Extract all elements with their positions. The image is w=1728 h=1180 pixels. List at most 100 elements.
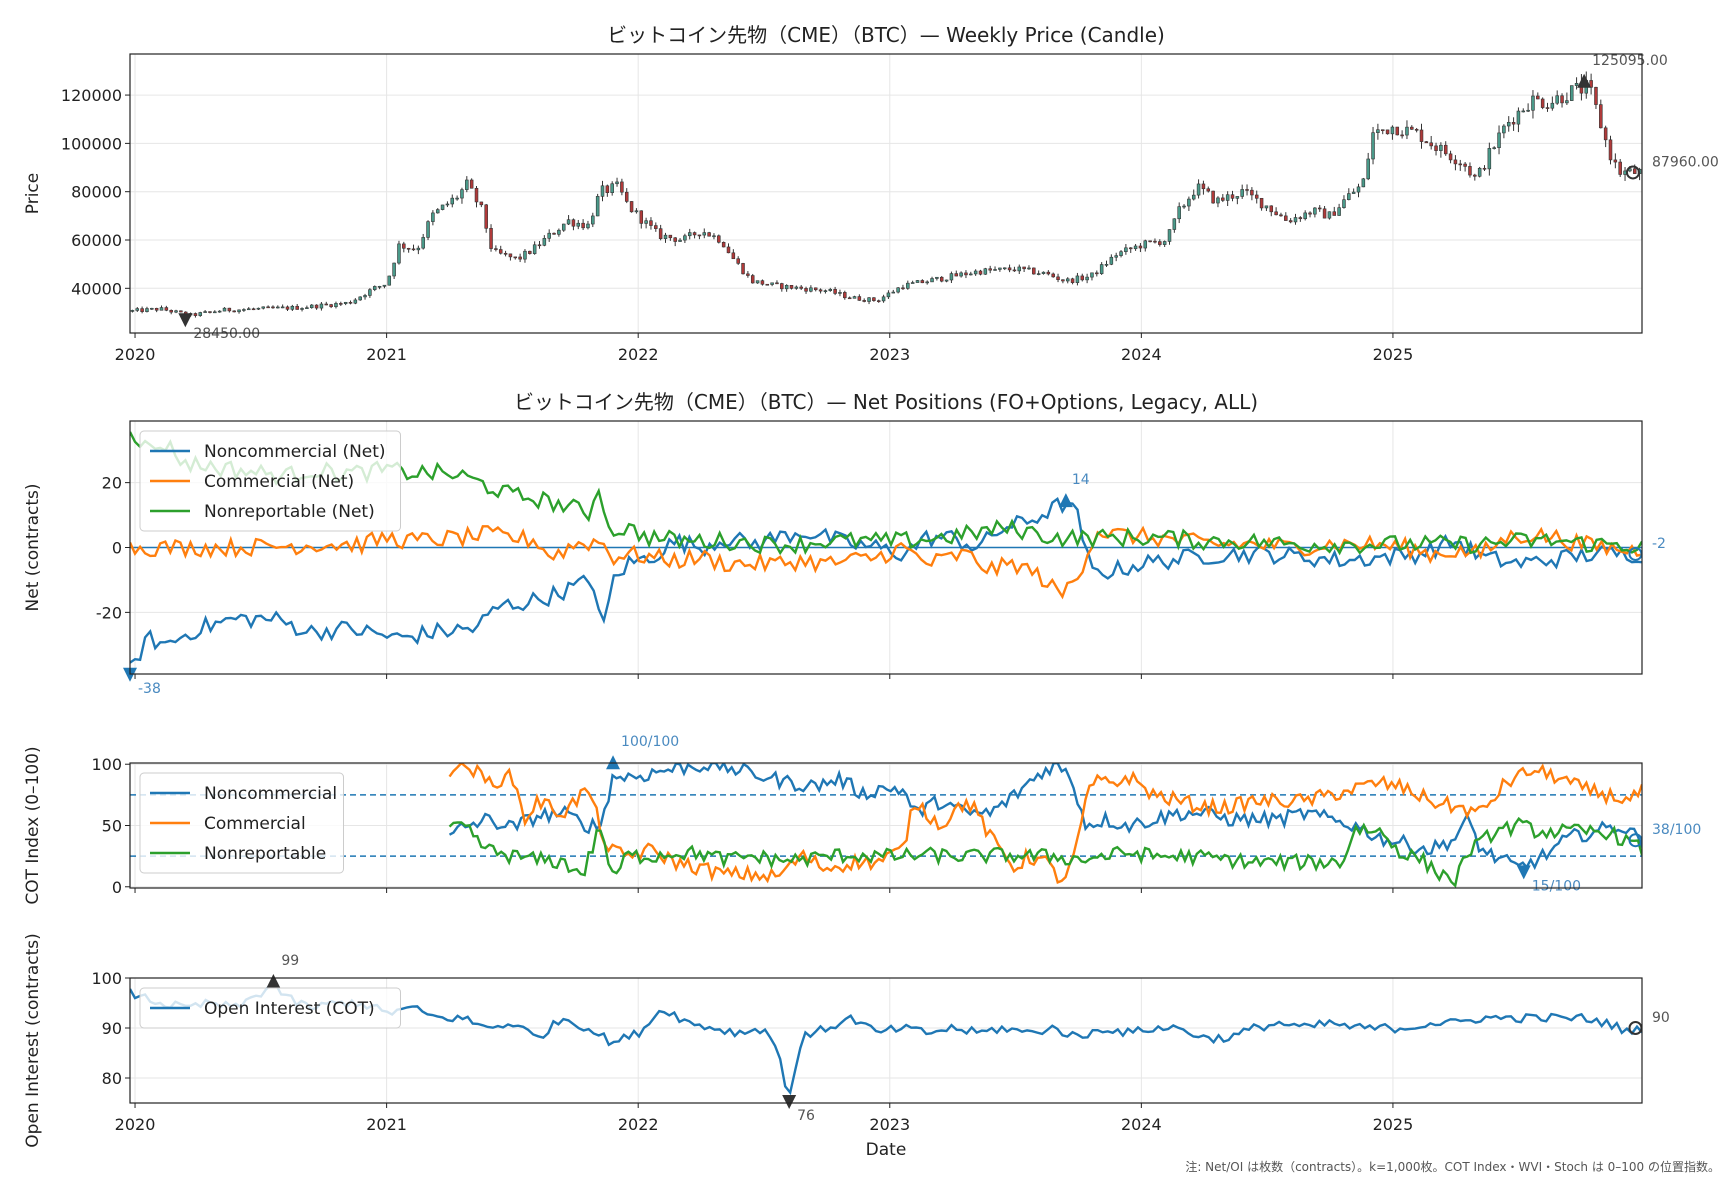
legend-label: Commercial (Net) [204,472,354,492]
candle-body [1347,193,1351,201]
candle-body [324,303,329,306]
candle-body [1594,86,1598,105]
candle-body [1158,241,1162,245]
candle-body [353,299,358,304]
candle-body [1274,211,1278,216]
candle-body [595,196,600,217]
candle-body [1603,127,1608,141]
panel-2: -20 0 20 ビットコイン先物（CME）（BTC）— Net Positions … [23,390,1666,697]
candle-body [305,307,309,309]
candle-body [1473,174,1477,177]
candle-body [135,308,140,311]
y-axis-label: Open Interest (contracts) [23,933,43,1147]
candle-body [280,306,285,309]
candle-body [813,287,818,291]
candle-body [382,284,387,287]
candle-body [1599,104,1603,129]
candle-body [1463,163,1467,167]
candle-body [276,306,280,309]
max-marker [1577,73,1592,88]
candle-body [494,248,498,250]
candle-body [1482,167,1487,170]
candle-body [1405,126,1409,136]
candle-body [174,310,178,313]
candle-body [503,252,508,255]
candle-body [489,228,493,249]
x-tick-label: 2024 [1121,345,1162,364]
candle-body [998,267,1002,270]
series-line-commercial [130,525,1642,600]
panel-title: ビットコイン先物（CME）（BTC）— Weekly Price (Candle… [607,23,1165,47]
legend-label: Open Interest (COT) [204,999,375,1019]
candle-body [348,301,353,304]
candle-body [809,287,813,292]
candle-body [1138,245,1143,249]
x-tick-label: 2021 [366,1115,407,1134]
candle-body [591,215,595,225]
candle-body [702,232,707,236]
candle-body [1337,207,1341,216]
candle-body [1414,129,1419,131]
x-tick-label: 2021 [366,345,407,364]
candle-body [1380,129,1385,132]
candle-body [411,248,416,251]
candle-body [1109,256,1114,265]
plot-frame [129,53,1643,334]
candle-body [1133,245,1138,250]
candle-body [266,306,270,309]
series-line-nonreportable [448,816,1642,888]
candle-body [329,304,333,308]
candle-body [944,279,949,282]
series-line-noncommercial [448,763,1642,871]
candle-body [1061,279,1065,282]
candle-body [1443,144,1448,155]
candle-body [717,235,721,243]
panel-1: 40000 60000 80000 100000 120000 2020 2021 2022 2… [23,23,1719,364]
candle-body [741,263,745,275]
candle-body [198,312,203,316]
candle-body [794,286,799,289]
candle-body [668,234,673,239]
candle-body [1167,229,1172,242]
candle-body [658,228,663,239]
min-marker [782,1095,797,1109]
candle-body [1497,132,1501,148]
candle-body [843,292,847,299]
candle-body [964,272,968,276]
y-tick-label: 50 [102,817,122,836]
candle-body [1400,134,1404,137]
candle-body [1279,214,1283,217]
candle-body [150,307,154,310]
candle-body [465,179,469,190]
candle-body [973,270,978,275]
candle-body [300,308,304,310]
candle-body [1342,199,1346,208]
candle-body [469,179,474,189]
candle-body [654,225,658,229]
candle-body [358,296,362,301]
candle-body [634,210,639,213]
y-tick-label: 0 [112,878,122,897]
candle-body [203,311,207,313]
candle-body [1221,197,1225,201]
candle-body [1361,178,1366,188]
candle-body [1574,83,1579,86]
candle-body [663,234,668,239]
candle-body [295,305,299,310]
y-tick-label: 80 [102,1069,122,1088]
candle-body [620,181,624,193]
candle-body [799,286,803,289]
candle-body [1143,240,1148,249]
candle-body [1148,240,1152,243]
candle-body [910,282,915,284]
candle-body [242,309,246,311]
candle-body [1269,205,1274,213]
legend-label: Nonreportable [204,844,326,864]
min-label: 76 [797,1108,815,1124]
candle-body [227,307,232,312]
candle-body [479,201,484,206]
candle-body [251,308,256,311]
candle-body [213,311,217,314]
candle-body [426,221,430,238]
y-tick-label: 0 [112,539,122,558]
